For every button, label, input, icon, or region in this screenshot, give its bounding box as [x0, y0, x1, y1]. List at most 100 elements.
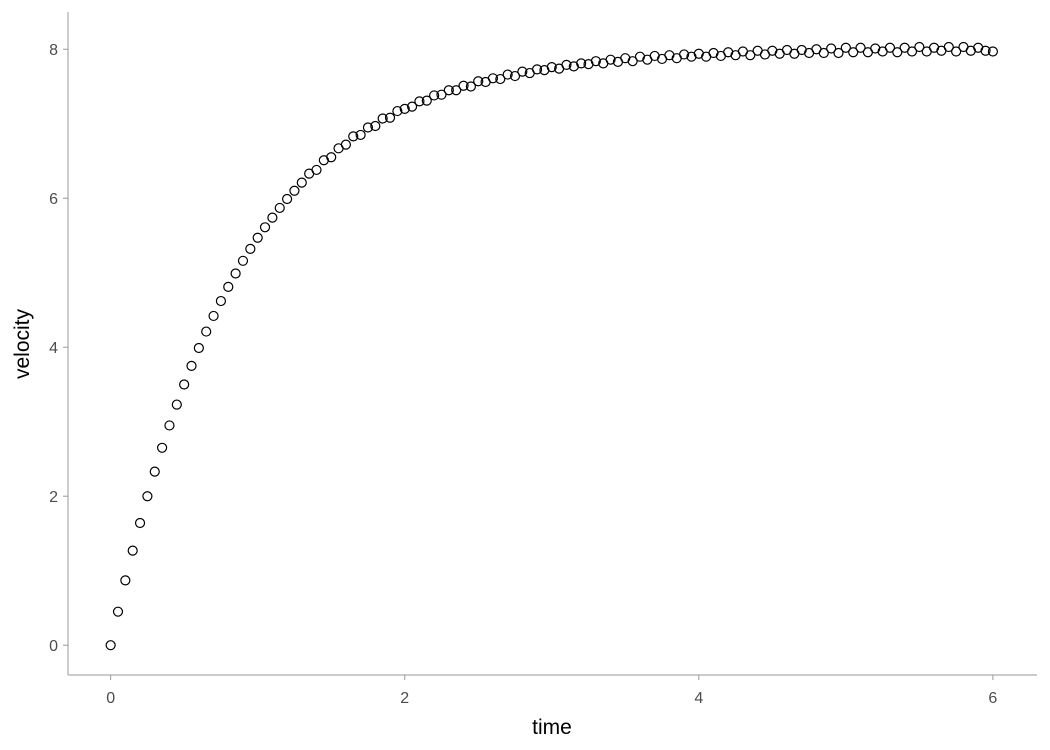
data-point	[127, 545, 138, 556]
data-point	[230, 268, 241, 279]
data-point	[406, 101, 418, 112]
x-ticks: 0 2 4 6	[106, 675, 997, 707]
data-point	[796, 44, 807, 56]
data-point	[745, 50, 756, 61]
data-point	[620, 53, 631, 64]
data-point	[531, 64, 543, 75]
data-point	[818, 47, 829, 59]
data-point	[605, 54, 616, 65]
data-point	[928, 42, 940, 53]
data-point	[370, 120, 381, 132]
data-point	[142, 491, 153, 502]
x-tick-label: 2	[400, 690, 409, 707]
data-point	[105, 640, 116, 651]
y-tick-label: 2	[49, 489, 58, 506]
data-point	[973, 42, 984, 53]
data-point	[281, 193, 293, 205]
data-point	[245, 243, 256, 254]
data-point	[421, 95, 432, 106]
data-point	[826, 43, 837, 54]
data-point	[576, 58, 587, 69]
data-point	[855, 42, 866, 53]
data-point	[590, 56, 601, 67]
data-point	[495, 73, 506, 85]
data-point	[679, 49, 690, 60]
data-point	[943, 41, 954, 53]
data-point	[355, 129, 366, 141]
data-point	[134, 517, 146, 529]
data-point	[311, 164, 322, 176]
x-axis-title: time	[532, 716, 572, 739]
data-point	[634, 51, 646, 62]
data-point	[546, 62, 557, 73]
data-point	[509, 70, 521, 82]
data-point	[237, 255, 249, 266]
data-point	[157, 442, 168, 453]
data-point	[458, 80, 469, 91]
data-point	[377, 113, 388, 124]
data-point	[649, 50, 660, 62]
data-point	[436, 89, 447, 100]
data-point	[223, 281, 234, 292]
data-point	[708, 47, 719, 59]
data-point	[568, 61, 579, 72]
data-point	[884, 42, 896, 53]
data-point	[274, 202, 285, 214]
data-point	[465, 81, 476, 92]
y-tick-label: 6	[49, 191, 58, 208]
data-point	[414, 96, 425, 107]
data-point	[686, 51, 697, 62]
data-point	[120, 575, 131, 586]
data-point	[627, 56, 638, 67]
data-point	[487, 73, 499, 84]
data-point	[833, 47, 844, 59]
data-point	[980, 45, 991, 56]
data-point	[201, 326, 212, 337]
data-point	[451, 85, 462, 96]
y-tick-label: 8	[49, 42, 58, 59]
data-points	[105, 41, 998, 651]
data-point	[840, 42, 851, 53]
data-point	[561, 59, 572, 70]
data-point	[848, 47, 859, 58]
data-point	[429, 90, 440, 101]
data-point	[502, 69, 513, 80]
data-point	[362, 122, 374, 133]
data-point	[348, 131, 359, 142]
data-point	[296, 177, 307, 188]
data-point	[951, 46, 962, 57]
data-point	[186, 360, 197, 371]
data-point	[252, 232, 263, 243]
data-point	[215, 295, 227, 307]
data-point	[583, 59, 594, 70]
data-point	[443, 85, 454, 96]
data-point	[340, 139, 352, 150]
data-point	[399, 103, 410, 114]
data-point	[987, 46, 998, 57]
data-point	[892, 47, 903, 58]
data-point	[193, 342, 204, 354]
data-point	[267, 212, 278, 223]
data-point	[326, 152, 337, 163]
data-point	[870, 43, 881, 54]
data-point	[318, 155, 329, 166]
data-point	[664, 50, 675, 61]
data-point	[179, 379, 190, 390]
y-ticks: 0 2 4 6 8	[49, 42, 68, 655]
data-point	[392, 105, 403, 117]
y-tick-label: 4	[49, 340, 58, 357]
data-point	[539, 65, 550, 76]
data-point	[906, 46, 918, 57]
data-point	[289, 185, 300, 196]
data-point	[171, 399, 182, 410]
data-point	[208, 310, 219, 322]
data-point	[767, 45, 778, 56]
data-point	[259, 222, 271, 233]
y-axis-title: velocity	[11, 308, 34, 379]
data-point	[473, 76, 484, 87]
data-point	[914, 41, 925, 53]
data-point	[149, 466, 160, 477]
data-point	[112, 606, 124, 617]
x-tick-label: 4	[694, 690, 703, 707]
